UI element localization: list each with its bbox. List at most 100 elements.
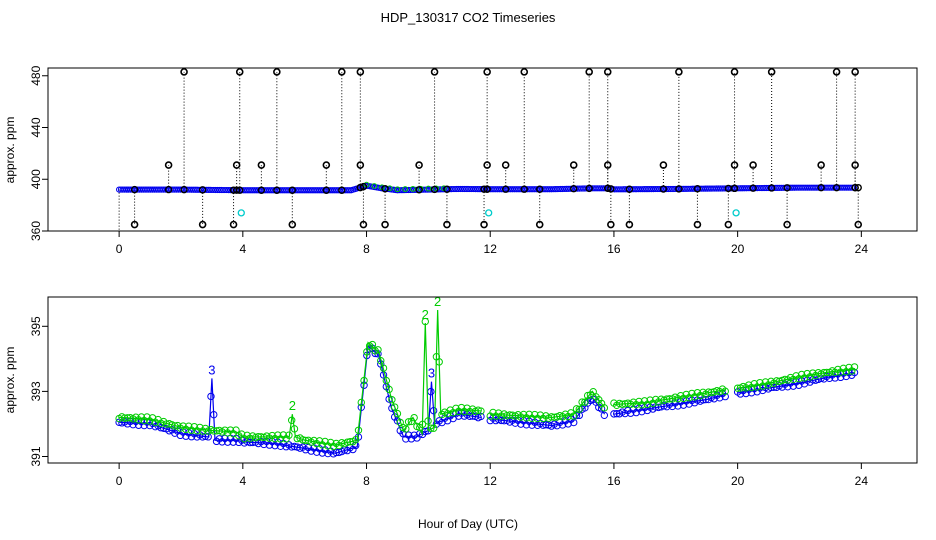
series-2-line [119,310,481,446]
point [730,161,739,169]
point [393,409,402,418]
point [180,185,188,194]
top-x-tick-label: 16 [607,242,621,256]
bottom-plot-frame [47,296,918,464]
bottom-x-tick-label: 8 [363,474,370,488]
point [503,411,511,420]
point [257,161,266,169]
point [379,364,388,372]
top-y-tick-label: 360 [29,221,43,241]
point [402,425,410,433]
point [210,410,218,419]
point [570,412,578,420]
top-y-tick-label: 400 [29,169,43,189]
point [732,209,740,217]
point [356,68,365,76]
point [783,184,791,192]
point [485,209,493,217]
point [466,412,474,420]
point [497,416,506,425]
point [578,398,586,406]
series-3-line [119,344,482,454]
point [435,358,443,366]
bottom-y-tick-label: 391 [29,446,43,466]
point [621,400,629,408]
top-plot-frame [47,67,918,232]
point [569,161,578,169]
point [430,68,439,76]
point [421,317,429,326]
point [246,438,254,447]
point [783,220,791,229]
point [603,68,612,76]
point [322,161,331,169]
point [854,220,863,229]
point [483,161,491,169]
point [346,187,353,194]
point [832,183,841,192]
point [572,405,581,413]
point [381,220,389,229]
point [443,220,451,229]
point [410,413,418,422]
top-x-axis: 0 4 8 12 16 20 24 [116,231,869,256]
point [625,220,634,229]
bottom-x-tick-label: 20 [731,474,745,488]
point [354,426,363,434]
point [506,411,514,419]
series-2-marker-label: 2 [422,307,429,322]
point [675,68,683,76]
top-y-tick-label: 480 [29,65,43,85]
point [547,413,556,421]
point [322,186,331,194]
bottom-y-tick-label: 393 [29,381,43,401]
top-x-tick-label: 24 [855,242,869,256]
top-x-tick-label: 0 [116,242,123,256]
point [402,186,409,192]
point [356,183,365,192]
point [417,185,424,192]
point [229,186,238,194]
bottom-y-tick-label: 395 [29,316,43,336]
top-x-tick-label: 12 [484,242,498,256]
point [832,68,841,76]
point [767,68,776,76]
point [285,431,293,439]
point [352,435,360,444]
point [273,68,281,76]
point [359,182,368,191]
point [721,387,729,395]
point [210,427,218,435]
point [610,410,618,418]
chart-title: HDP_130317 CO2 Timeseries [381,10,556,25]
series-3-line [613,394,726,415]
point [603,161,612,169]
bottom-x-tick-label: 16 [607,474,621,488]
point [287,416,296,424]
point [162,420,171,428]
point [293,434,301,443]
point [290,425,299,433]
point [357,398,365,407]
point [817,183,825,192]
point [288,220,297,229]
point [337,68,346,76]
point [693,185,702,193]
point [235,68,244,76]
point [575,405,583,413]
point [180,68,188,76]
point [820,368,828,377]
point [607,220,615,229]
point [386,185,393,192]
point [363,348,371,356]
point [232,161,241,169]
series-2-marker-label: 2 [434,294,441,309]
point [851,161,859,169]
point [157,424,165,432]
series-3-marker-label: 3 [428,366,435,381]
point [480,185,488,193]
point [536,185,544,193]
point [418,420,427,429]
series-3-marker-label: 3 [208,362,215,377]
